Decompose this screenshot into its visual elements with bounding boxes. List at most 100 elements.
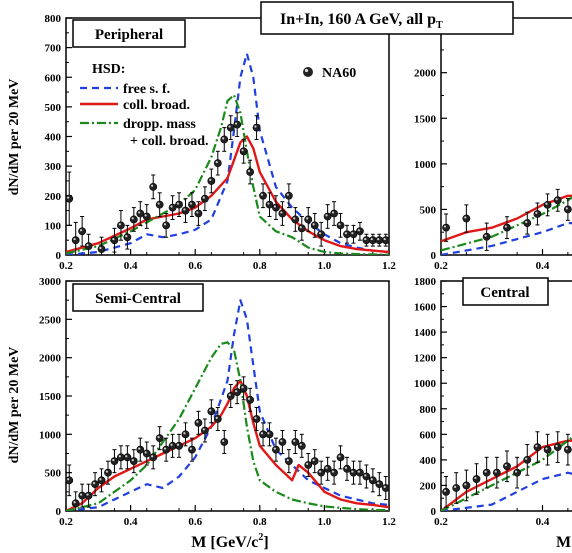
data-point-highlight — [86, 493, 89, 496]
data-point-highlight — [464, 216, 467, 219]
data-point-highlight — [241, 149, 244, 152]
data-point — [213, 159, 222, 168]
data-point-highlight — [170, 205, 173, 208]
data-point — [66, 476, 74, 485]
y-tick-label: 200 — [420, 480, 437, 492]
data-point — [142, 212, 151, 221]
data-point — [323, 212, 332, 221]
data-point — [553, 443, 562, 452]
data-point-highlight — [260, 432, 264, 435]
peripheral-label: Peripheral — [95, 27, 163, 43]
data-point-highlight — [545, 447, 548, 450]
panel-semi-central: 0 500 1000 1500 2000 2500 3000 0.2 0.4 0.6 0.8 1.0 1… — [39, 276, 396, 528]
data-point-highlight — [535, 211, 538, 214]
data-point — [349, 468, 358, 477]
data-point-highlight — [370, 237, 373, 241]
data-point-highlight — [189, 447, 192, 450]
y-tick-label: 300 — [45, 161, 62, 173]
data-point-highlight — [545, 202, 548, 205]
data-point-highlight — [92, 481, 96, 485]
data-point-highlight — [565, 207, 568, 210]
y-tick-label: 1000 — [414, 159, 437, 171]
data-point-highlight — [555, 198, 558, 201]
data-point-highlight — [254, 125, 257, 128]
ylabel-bottom: dN/dM per 20 MeV — [7, 347, 22, 464]
data-point — [194, 209, 203, 218]
data-point-highlight — [504, 225, 507, 228]
data-point-highlight — [99, 246, 102, 250]
x-tick-label: 0.4 — [536, 516, 550, 528]
data-point — [310, 457, 319, 466]
data-point — [362, 236, 371, 245]
data-point-highlight — [183, 208, 186, 211]
data-point-highlight — [112, 237, 115, 241]
data-point-highlight — [464, 483, 467, 486]
dropp-mass-curve — [66, 93, 389, 255]
data-point-highlight — [183, 432, 186, 435]
data-point-highlight — [286, 193, 289, 196]
data-point-highlight — [176, 443, 180, 446]
data-point-highlight — [338, 455, 341, 458]
data-point — [246, 395, 255, 404]
data-point — [323, 464, 332, 473]
legend-broad-label: coll. broad. — [123, 98, 190, 113]
data-point — [239, 147, 248, 156]
data-point — [200, 194, 209, 203]
data-point-highlight — [357, 470, 360, 473]
free-sf-curve — [441, 222, 572, 255]
data-point — [375, 480, 384, 489]
data-point — [129, 457, 138, 466]
data-point — [492, 468, 501, 477]
data-point — [278, 209, 287, 218]
data-point-highlight — [299, 443, 302, 446]
x-tick-label: 0.2 — [59, 260, 73, 272]
data-point-highlight — [383, 485, 386, 488]
data-point-highlight — [247, 169, 251, 173]
data-point-highlight — [157, 202, 160, 205]
y-tick-label: 800 — [45, 13, 62, 25]
data-point — [265, 430, 274, 439]
data-point-highlight — [318, 470, 322, 473]
data-point-highlight — [144, 451, 147, 454]
data-point — [110, 236, 119, 245]
data-point-highlight — [383, 237, 386, 241]
data-point — [136, 209, 145, 218]
data-point-highlight — [196, 420, 199, 423]
data-point-highlight — [228, 125, 231, 128]
data-point-highlight — [357, 229, 360, 232]
data-point-highlight — [306, 462, 309, 465]
data-point — [149, 182, 158, 191]
central-label-box: Central — [462, 277, 549, 306]
data-point-highlight — [318, 232, 322, 235]
data-point — [336, 221, 345, 230]
data-point — [188, 445, 196, 454]
y-tick-label: 0 — [431, 250, 437, 262]
data-point-highlight — [267, 432, 270, 435]
data-point-highlight — [163, 447, 167, 450]
data-point — [381, 484, 389, 492]
data-point-highlight — [474, 476, 477, 480]
figure-title: In+In, 160 A GeV, all pT — [280, 11, 443, 31]
x-tick-label: 0.6 — [188, 260, 202, 272]
data-point-highlight — [331, 211, 335, 214]
data-point — [442, 487, 450, 496]
x-tick-label: 0.8 — [253, 516, 267, 528]
data-point-highlight — [280, 211, 283, 214]
data-point — [356, 227, 364, 236]
data-point-highlight — [131, 458, 134, 462]
data-point-highlight — [351, 470, 354, 473]
x-tick-label: 1.2 — [382, 516, 396, 528]
coll-broad-curve — [441, 439, 572, 511]
y-tick-label: 2000 — [414, 68, 437, 80]
data-point-highlight — [163, 223, 167, 226]
data-point — [310, 221, 319, 230]
data-point — [343, 464, 351, 473]
data-point-highlight — [293, 439, 296, 442]
x-tick-label: 1.2 — [382, 260, 396, 272]
data-point — [523, 455, 532, 464]
plot-area — [66, 52, 389, 255]
y-tick-label: 1500 — [414, 113, 437, 125]
legend: HSD: free s. f. coll. broad. dropp. mass… — [80, 62, 356, 149]
x-tick-label: 1.0 — [318, 516, 332, 528]
data-point — [543, 445, 552, 454]
